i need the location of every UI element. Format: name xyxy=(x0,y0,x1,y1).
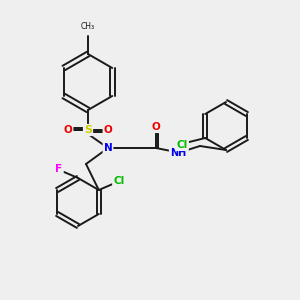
Text: O: O xyxy=(64,125,72,135)
Text: NH: NH xyxy=(170,148,186,158)
Text: S: S xyxy=(84,125,92,135)
Text: Cl: Cl xyxy=(177,140,188,150)
Text: F: F xyxy=(56,164,63,174)
Text: CH₃: CH₃ xyxy=(81,22,95,31)
Text: O: O xyxy=(152,122,160,132)
Text: O: O xyxy=(103,125,112,135)
Text: N: N xyxy=(103,143,112,153)
Text: Cl: Cl xyxy=(113,176,124,186)
